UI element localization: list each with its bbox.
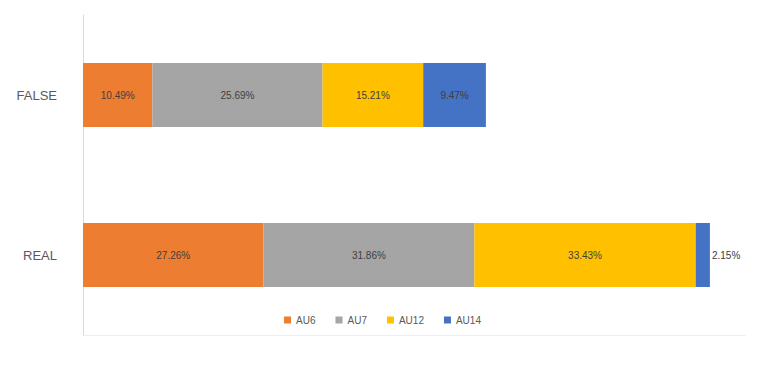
svg-text:AU6: AU6 — [296, 315, 316, 326]
svg-text:REAL: REAL — [23, 248, 57, 263]
svg-text:25.69%: 25.69% — [221, 90, 255, 101]
svg-text:33.43%: 33.43% — [568, 250, 602, 261]
svg-text:9.47%: 9.47% — [440, 90, 468, 101]
svg-text:31.86%: 31.86% — [352, 250, 386, 261]
svg-text:10.49%: 10.49% — [101, 90, 135, 101]
svg-text:2.15%: 2.15% — [712, 250, 740, 261]
svg-text:AU12: AU12 — [399, 315, 424, 326]
svg-text:AU14: AU14 — [456, 315, 481, 326]
svg-text:27.26%: 27.26% — [156, 250, 190, 261]
svg-text:FALSE: FALSE — [17, 88, 58, 103]
svg-text:AU7: AU7 — [347, 315, 367, 326]
svg-text:15.21%: 15.21% — [356, 90, 390, 101]
